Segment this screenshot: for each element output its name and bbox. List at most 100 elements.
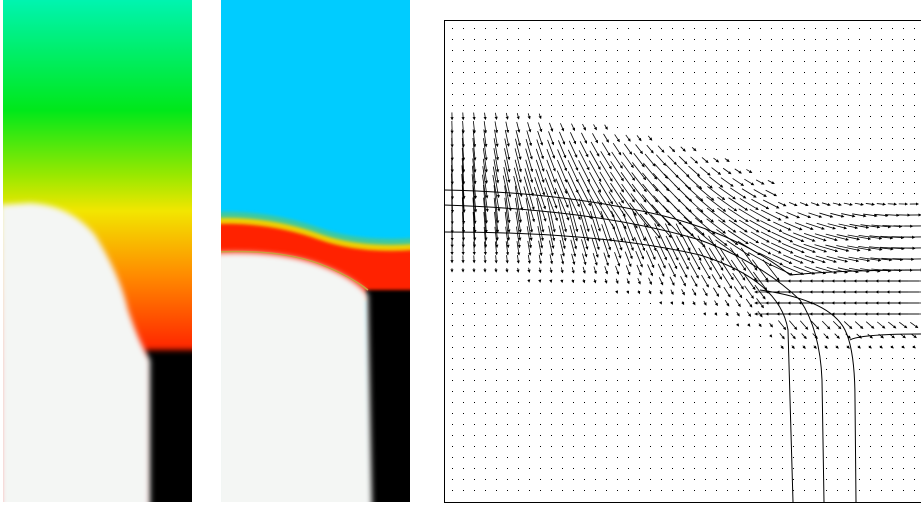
grid-dot [683,490,684,491]
grid-dot [892,391,893,392]
grid-dot [727,391,728,392]
grid-dot [628,347,629,348]
grid-dot [639,72,640,73]
grid-dot [892,94,893,95]
grid-dot [771,50,772,51]
grid-dot [716,435,717,436]
grid-dot [870,61,871,62]
grid-dot [837,369,838,370]
grid-dot [859,50,860,51]
grid-dot [914,50,915,51]
grid-dot [859,72,860,73]
grid-dot [562,28,563,29]
grid-dot [540,292,541,293]
grid-dot [826,358,827,359]
grid-dot [903,72,904,73]
grid-dot [848,391,849,392]
grid-dot [683,116,684,117]
grid-dot [661,490,662,491]
grid-dot [914,435,915,436]
grid-dot [815,490,816,491]
grid-dot [463,490,464,491]
grid-dot [793,468,794,469]
grid-dot [463,94,464,95]
grid-dot [650,369,651,370]
grid-dot [672,105,673,106]
grid-dot [529,105,530,106]
grid-dot [716,391,717,392]
grid-dot [793,424,794,425]
grid-dot [529,369,530,370]
grid-dot [606,347,607,348]
grid-dot [628,105,629,106]
grid-dot [749,149,750,150]
grid-dot [518,303,519,304]
grid-dot [595,479,596,480]
grid-dot [595,116,596,117]
grid-dot [782,138,783,139]
grid-dot [826,182,827,183]
grid-dot [859,358,860,359]
grid-dot [650,347,651,348]
grid-dot [826,479,827,480]
grid-dot [694,105,695,106]
grid-dot [529,50,530,51]
grid-dot [771,380,772,381]
grid-dot [782,402,783,403]
grid-dot [815,380,816,381]
grid-dot [837,391,838,392]
grid-dot [463,369,464,370]
grid-dot [881,138,882,139]
grid-dot [518,83,519,84]
grid-dot [716,61,717,62]
grid-dot [848,457,849,458]
grid-dot [584,72,585,73]
grid-dot [452,83,453,84]
grid-dot [485,402,486,403]
grid-dot [782,28,783,29]
grid-dot [474,380,475,381]
grid-dot [463,83,464,84]
grid-dot [881,116,882,117]
grid-dot [573,413,574,414]
grid-dot [837,83,838,84]
grid-dot [848,105,849,106]
grid-dot [485,72,486,73]
grid-dot [914,490,915,491]
grid-dot [694,138,695,139]
grid-dot [507,347,508,348]
grid-dot [452,281,453,282]
grid-dot [760,468,761,469]
grid-dot [727,50,728,51]
grid-dot [562,94,563,95]
grid-dot [518,391,519,392]
grid-dot [903,402,904,403]
grid-dot [452,50,453,51]
grid-dot [551,50,552,51]
grid-dot [826,402,827,403]
grid-dot [815,105,816,106]
grid-dot [771,94,772,95]
grid-dot [760,446,761,447]
grid-dot [804,424,805,425]
grid-dot [628,39,629,40]
grid-dot [595,457,596,458]
grid-dot [562,50,563,51]
grid-dot [529,28,530,29]
grid-dot [551,325,552,326]
grid-dot [463,28,464,29]
grid-dot [804,490,805,491]
grid-dot [452,402,453,403]
grid-dot [518,39,519,40]
grid-dot [573,314,574,315]
page: (() => { const svg = document.getElement… [0,0,921,505]
grid-dot [507,303,508,304]
grid-dot [617,336,618,337]
grid-dot [617,116,618,117]
grid-dot [903,138,904,139]
grid-dot [903,369,904,370]
grid-dot [914,446,915,447]
grid-dot [507,479,508,480]
grid-dot [672,402,673,403]
grid-dot [540,402,541,403]
